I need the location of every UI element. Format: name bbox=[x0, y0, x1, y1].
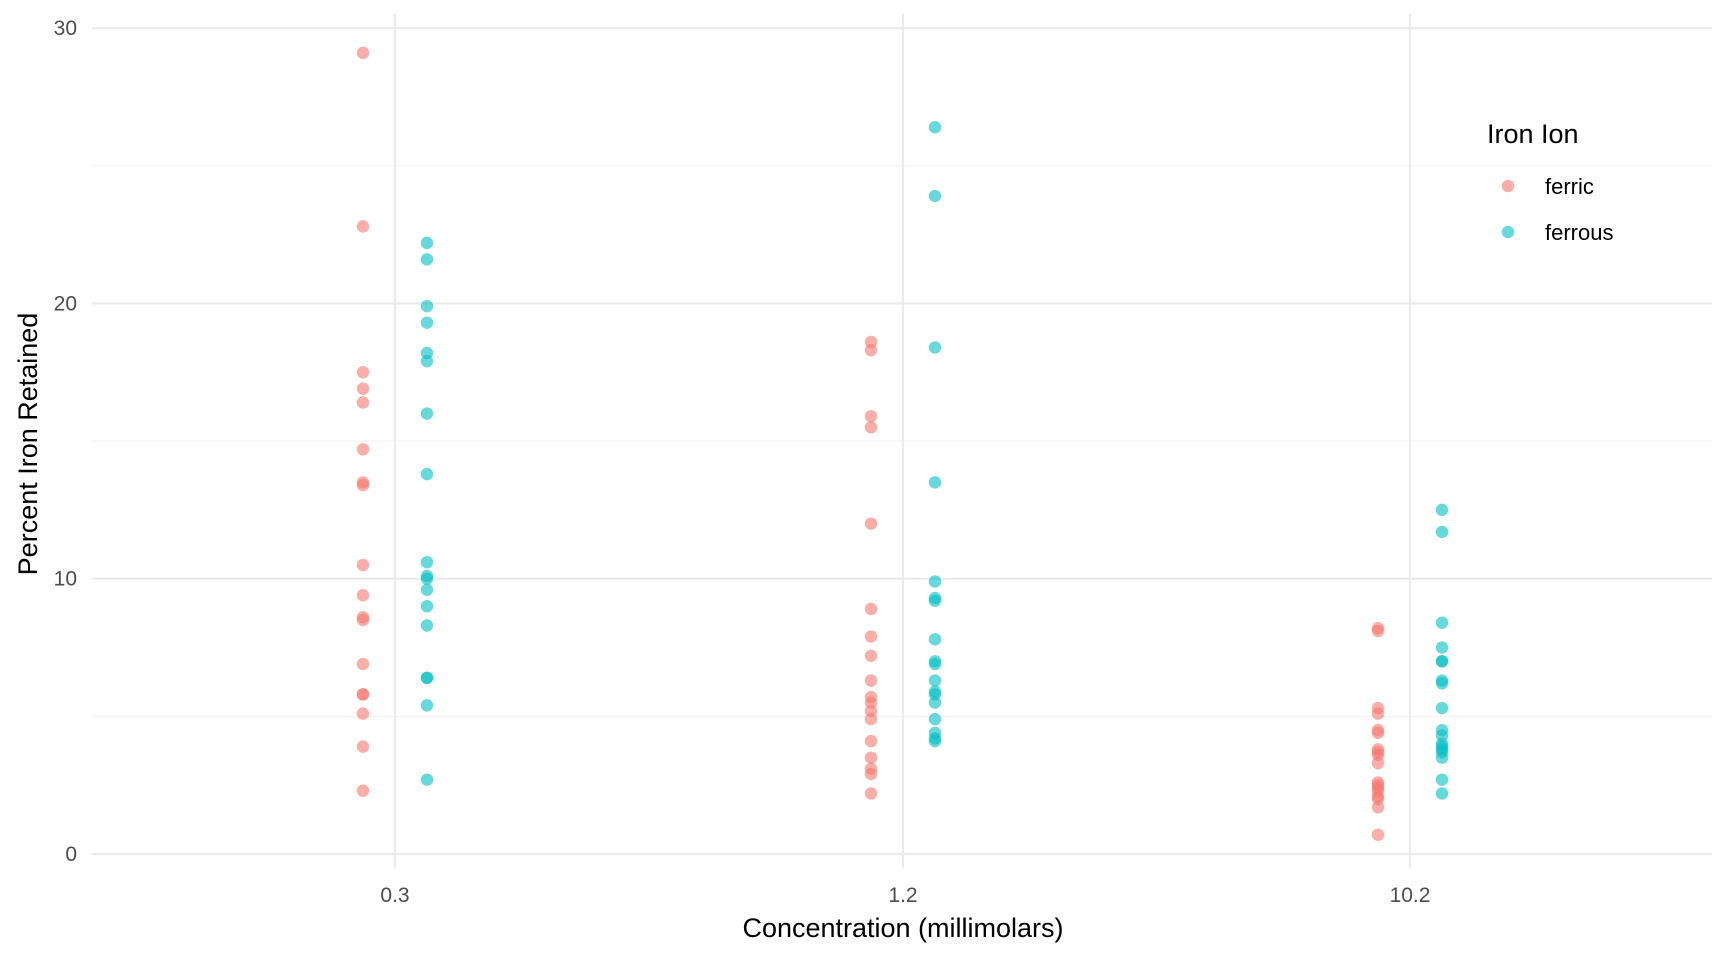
data-point-ferric bbox=[864, 421, 878, 434]
data-point-ferrous bbox=[1435, 701, 1449, 715]
data-point-ferric bbox=[356, 740, 370, 753]
data-point-ferric bbox=[1371, 828, 1385, 841]
data-point-ferrous bbox=[420, 467, 434, 481]
data-point-ferric bbox=[356, 707, 370, 720]
data-point-ferrous bbox=[420, 583, 434, 596]
data-point-ferric bbox=[864, 712, 878, 726]
x-tick-label: 0.3 bbox=[380, 884, 409, 907]
data-point-ferric bbox=[356, 382, 370, 395]
data-point-ferric bbox=[864, 517, 878, 530]
data-point-ferrous bbox=[928, 594, 942, 607]
y-axis-ticks: 0 10 20 30 bbox=[54, 17, 77, 866]
data-points bbox=[356, 46, 1449, 841]
data-point-ferrous bbox=[420, 355, 434, 368]
data-point-ferric bbox=[356, 657, 370, 671]
data-point-ferric bbox=[864, 649, 878, 662]
data-point-ferrous bbox=[928, 341, 942, 354]
data-point-ferrous bbox=[928, 575, 942, 588]
legend-key-ferrous bbox=[1501, 225, 1515, 239]
legend-key-ferric bbox=[1501, 179, 1515, 193]
legend-label-ferrous: ferrous bbox=[1545, 220, 1613, 245]
data-point-ferric bbox=[356, 396, 370, 409]
data-point-ferrous bbox=[928, 121, 942, 134]
data-point-ferric bbox=[864, 767, 878, 781]
y-tick-label: 0 bbox=[65, 843, 77, 866]
data-point-ferric bbox=[864, 410, 878, 423]
data-point-ferrous bbox=[928, 657, 942, 671]
x-tick-label: 1.2 bbox=[888, 884, 917, 907]
data-point-ferric bbox=[356, 688, 370, 701]
data-point-ferrous bbox=[420, 572, 434, 585]
data-point-ferrous bbox=[1435, 641, 1449, 654]
data-point-ferrous bbox=[420, 555, 434, 569]
data-point-ferric bbox=[1371, 707, 1385, 720]
data-point-ferrous bbox=[420, 619, 434, 632]
data-point-ferrous bbox=[1435, 773, 1449, 786]
data-point-ferric bbox=[356, 613, 370, 627]
data-point-ferrous bbox=[928, 696, 942, 709]
data-point-ferric bbox=[356, 220, 370, 233]
data-point-ferrous bbox=[420, 316, 434, 329]
data-point-ferric bbox=[1371, 800, 1385, 814]
data-point-ferrous bbox=[1435, 787, 1449, 800]
data-point-ferrous bbox=[928, 633, 942, 646]
data-point-ferric bbox=[864, 751, 878, 764]
legend-items: ferric ferrous bbox=[1501, 174, 1613, 245]
data-point-ferrous bbox=[1435, 503, 1449, 517]
data-point-ferrous bbox=[420, 773, 434, 786]
x-tick-label: 10.2 bbox=[1390, 884, 1431, 907]
data-point-ferric bbox=[864, 602, 878, 616]
data-point-ferrous bbox=[420, 671, 434, 685]
data-point-ferric bbox=[864, 344, 878, 357]
data-point-ferric bbox=[864, 630, 878, 643]
x-axis-title: Concentration (millimolars) bbox=[742, 913, 1063, 943]
grid-lines bbox=[92, 14, 1712, 868]
data-point-ferrous bbox=[1435, 677, 1449, 690]
data-point-ferric bbox=[356, 589, 370, 602]
y-axis-title: Percent Iron Retained bbox=[13, 313, 43, 576]
data-point-ferric bbox=[864, 674, 878, 687]
y-tick-label: 30 bbox=[54, 17, 77, 40]
data-point-ferric bbox=[356, 478, 370, 492]
data-point-ferrous bbox=[928, 712, 942, 726]
data-point-ferric bbox=[1371, 756, 1385, 770]
y-tick-label: 10 bbox=[54, 568, 77, 591]
y-tick-label: 20 bbox=[54, 292, 77, 315]
data-point-ferrous bbox=[1435, 525, 1449, 539]
legend: Iron Ion ferric ferrous bbox=[1487, 119, 1613, 245]
data-point-ferric bbox=[1371, 726, 1385, 740]
data-point-ferrous bbox=[420, 600, 434, 613]
legend-label-ferric: ferric bbox=[1545, 174, 1594, 199]
data-point-ferrous bbox=[420, 299, 434, 313]
data-point-ferric bbox=[356, 784, 370, 797]
data-point-ferric bbox=[356, 366, 370, 379]
data-point-ferrous bbox=[928, 674, 942, 687]
data-point-ferric bbox=[356, 46, 370, 60]
data-point-ferric bbox=[356, 443, 370, 456]
data-point-ferrous bbox=[928, 476, 942, 489]
x-axis-ticks: 0.3 1.2 10.2 bbox=[380, 884, 1430, 907]
data-point-ferrous bbox=[928, 189, 942, 203]
data-point-ferrous bbox=[1435, 616, 1449, 629]
data-point-ferrous bbox=[420, 253, 434, 266]
data-point-ferrous bbox=[420, 407, 434, 420]
data-point-ferric bbox=[864, 787, 878, 800]
data-point-ferric bbox=[356, 558, 370, 572]
data-point-ferric bbox=[1371, 624, 1385, 638]
data-point-ferrous bbox=[1435, 740, 1449, 753]
legend-title: Iron Ion bbox=[1487, 119, 1579, 149]
data-point-ferric bbox=[864, 734, 878, 748]
data-point-ferrous bbox=[1435, 751, 1449, 764]
data-point-ferrous bbox=[928, 734, 942, 748]
data-point-ferrous bbox=[420, 236, 434, 250]
data-point-ferrous bbox=[420, 699, 434, 712]
data-point-ferrous bbox=[1435, 655, 1449, 668]
